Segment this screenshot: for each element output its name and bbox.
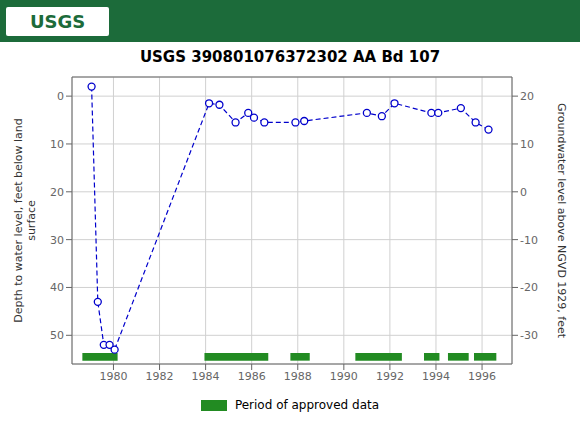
html-text:USGS 390801076372302 AA Bd 107: USGS 390801076372302 AA Bd 107 (139, 48, 441, 66)
svg-text:30: 30 (50, 234, 64, 247)
svg-text:0: 0 (520, 186, 527, 199)
svg-text:1980: 1980 (99, 370, 127, 383)
svg-text:1982: 1982 (146, 370, 174, 383)
svg-text:-30: -30 (520, 329, 538, 342)
svg-text:1994: 1994 (422, 370, 450, 383)
svg-text:1990: 1990 (330, 370, 358, 383)
html-text:USGS: USGS (30, 10, 86, 32)
svg-text:10: 10 (520, 138, 534, 151)
svg-text:50: 50 (50, 329, 64, 342)
svg-text:1984: 1984 (192, 370, 220, 383)
svg-text:-20: -20 (520, 281, 538, 294)
svg-text:1986: 1986 (238, 370, 266, 383)
svg-text:1992: 1992 (376, 370, 404, 383)
svg-text:1996: 1996 (468, 370, 496, 383)
svg-text:-10: -10 (520, 234, 538, 247)
svg-text:40: 40 (50, 281, 64, 294)
svg-text:Groundwater level above NGVD 1: Groundwater level above NGVD 1929, feet (555, 103, 568, 339)
svg-text:20: 20 (520, 90, 534, 103)
svg-text:20: 20 (50, 186, 64, 199)
html-text:Period of approved data: Period of approved data (234, 398, 380, 412)
svg-text:0: 0 (57, 90, 64, 103)
svg-text:10: 10 (50, 138, 64, 151)
svg-text:1988: 1988 (284, 370, 312, 383)
svg-text:Depth to water level, feet bel: Depth to water level, feet below landsur… (12, 118, 38, 323)
